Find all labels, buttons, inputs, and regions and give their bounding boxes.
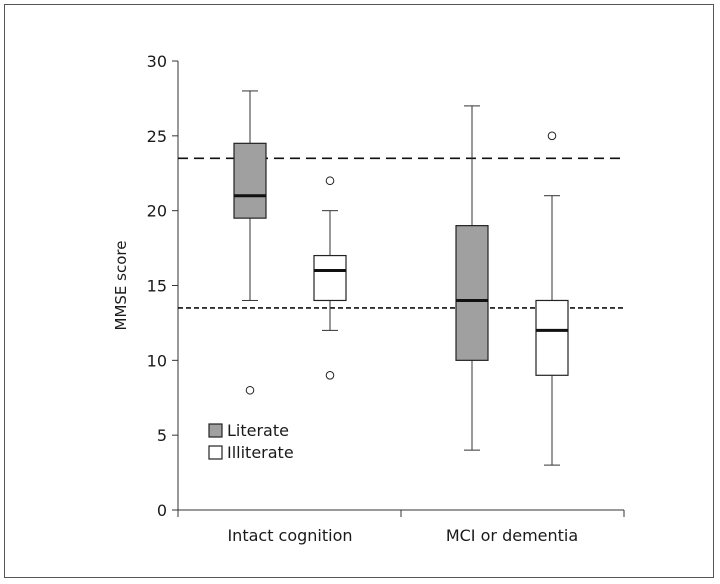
legend-swatch	[208, 445, 223, 460]
y-tick-label: 0	[157, 501, 167, 520]
outlier-point	[245, 385, 255, 395]
y-tick-label: 30	[147, 52, 167, 71]
y-tick-label: 10	[147, 351, 167, 370]
legend-swatch	[208, 423, 223, 438]
box-plot	[455, 105, 489, 451]
box	[455, 225, 489, 361]
outlier-point	[547, 131, 557, 141]
y-tick-label: 15	[147, 277, 167, 296]
box	[313, 254, 347, 302]
outlier-point	[325, 176, 335, 186]
legend-label: Literate	[227, 421, 289, 440]
legend-label: Illiterate	[227, 443, 294, 462]
box	[233, 142, 267, 219]
box-plots	[233, 90, 569, 466]
y-tick-label: 20	[147, 202, 167, 221]
x-category-label: Intact cognition	[227, 526, 352, 545]
y-axis-title: MMSE score	[112, 241, 130, 331]
x-category-label: MCI or dementia	[446, 526, 578, 545]
box	[535, 299, 569, 376]
y-tick-label: 25	[147, 127, 167, 146]
outlier-point	[325, 371, 335, 380]
y-tick-label: 5	[157, 426, 167, 445]
figure-frame	[4, 4, 714, 578]
box-plot	[233, 90, 267, 395]
legend: Literate Illiterate	[208, 421, 294, 462]
box-plot	[313, 176, 347, 380]
box-plot	[535, 131, 569, 466]
axes: 0 5 10 15 20 25 30 Intact cognition MCI or demen…	[147, 52, 625, 545]
